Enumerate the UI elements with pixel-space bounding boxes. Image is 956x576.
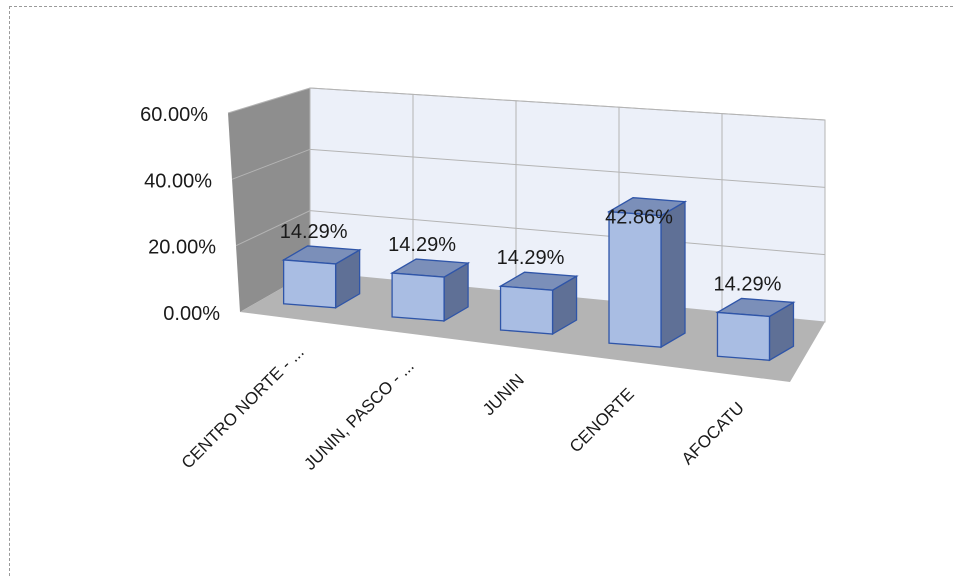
bar-front-face — [499, 285, 554, 335]
y-tick-label: 20.00% — [148, 237, 216, 259]
chart-frame — [9, 6, 953, 576]
gridline — [227, 87, 826, 121]
x-tick-label: CENTRO NORTE - ... — [178, 342, 308, 472]
y-tick-label: 0.00% — [163, 303, 220, 325]
data-label: 14.29% — [280, 221, 348, 243]
bars — [281, 197, 796, 362]
y-tick-label: 40.00% — [144, 170, 212, 192]
data-label: 14.29% — [388, 234, 456, 256]
bar-front-face — [391, 272, 445, 322]
bar-front-face — [282, 259, 337, 309]
x-tick-label: JUNIN, PASCO - ... — [300, 356, 417, 473]
y-tick-label: 60.00% — [140, 104, 208, 126]
data-labels: 14.29% 14.29% 14.29% 42.86% 14.29% — [280, 207, 782, 296]
bar — [606, 197, 688, 349]
bar — [389, 258, 471, 323]
bar-front-face — [608, 210, 662, 348]
gridlines — [227, 87, 826, 312]
data-label: 14.29% — [714, 273, 782, 295]
bar — [498, 271, 579, 336]
bar — [715, 297, 796, 362]
bar — [281, 245, 362, 309]
data-label: 42.86% — [605, 207, 673, 229]
y-axis-ticks: 0.00% 20.00% 40.00% 60.00% — [140, 104, 220, 325]
bar-front-face — [716, 311, 771, 361]
gridline — [231, 148, 826, 188]
data-label: 14.29% — [497, 247, 565, 269]
x-tick-label: JUNIN — [479, 370, 528, 419]
x-tick-label: AFOCATU — [678, 398, 748, 468]
x-tick-label: CENORTE — [566, 384, 638, 456]
